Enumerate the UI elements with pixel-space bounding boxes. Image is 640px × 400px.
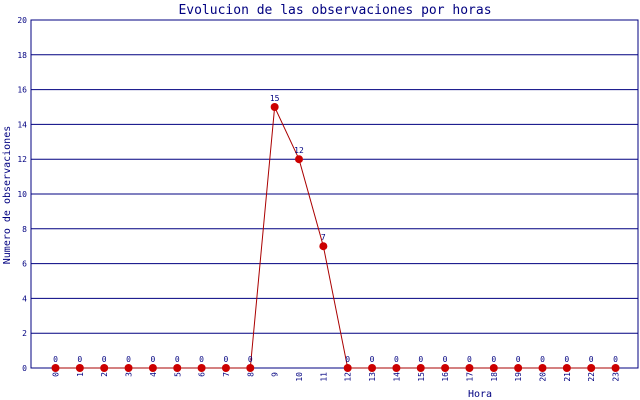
- data-point: [343, 364, 352, 372]
- x-tick-label: 0: [52, 372, 61, 377]
- data-point: [489, 364, 498, 372]
- data-label: 0: [540, 355, 545, 364]
- x-tick-label: 18: [490, 372, 499, 382]
- y-tick-label: 0: [22, 364, 27, 373]
- data-point: [587, 364, 596, 372]
- x-tick-label: 13: [368, 372, 377, 382]
- x-tick-label: 3: [125, 372, 134, 377]
- data-label: 0: [613, 355, 618, 364]
- data-label: 0: [150, 355, 155, 364]
- data-point: [538, 364, 547, 372]
- data-point: [270, 103, 279, 111]
- data-point: [319, 242, 328, 251]
- data-point: [611, 364, 620, 372]
- y-tick-label: 18: [17, 51, 27, 60]
- x-tick-label: 6: [198, 372, 207, 377]
- x-tick-label: 20: [539, 372, 548, 382]
- data-point: [75, 364, 84, 372]
- y-tick-label: 16: [17, 86, 27, 95]
- data-point: [416, 364, 425, 372]
- y-tick-label: 8: [22, 225, 27, 234]
- x-tick-label: 8: [246, 372, 255, 377]
- x-tick-label: 22: [587, 372, 596, 382]
- chart-title: Evolucion de las observaciones por horas: [178, 3, 491, 18]
- data-point: [392, 364, 401, 372]
- y-axis-ticks: 0 2 4 6 8 10 12 14 16 18 20: [17, 16, 27, 373]
- y-tick-label: 6: [22, 260, 27, 269]
- x-tick-label: 14: [392, 372, 401, 382]
- x-axis-ticks: 0 1 2 3 4 5 6 7 8 9 10 11 12 13 14 15 16 17 18 19 20 21 22 23: [52, 372, 621, 382]
- data-point: [441, 364, 450, 372]
- data-points: [51, 103, 620, 372]
- data-label: 0: [564, 355, 569, 364]
- y-tick-label: 20: [17, 16, 27, 25]
- data-labels: 0 0 0 0 0 0 0 0 0 15 12 7 0 0 0 0 0 0 0 0 0 0 0 0: [53, 94, 618, 364]
- data-point: [100, 364, 109, 372]
- x-tick-label: 7: [222, 372, 231, 377]
- data-point: [148, 364, 157, 372]
- data-point: [295, 155, 303, 164]
- data-label: 0: [77, 355, 82, 364]
- data-point: [124, 364, 133, 372]
- x-tick-label: 11: [319, 372, 328, 382]
- y-tick-label: 14: [17, 120, 27, 129]
- data-point: [173, 364, 182, 372]
- data-label: 0: [53, 355, 58, 364]
- x-tick-label: 12: [344, 372, 353, 382]
- x-tick-label: 5: [173, 372, 182, 377]
- series-polyline: [55, 105, 616, 369]
- x-tick-label: 9: [271, 372, 280, 377]
- data-label: 0: [224, 355, 229, 364]
- data-point: [514, 364, 523, 372]
- y-axis-label: Numero de observaciones: [2, 126, 13, 264]
- data-label: 0: [175, 355, 180, 364]
- data-label: 0: [467, 355, 472, 364]
- x-tick-label: 17: [465, 372, 474, 382]
- data-point: [51, 364, 60, 372]
- data-point: [465, 364, 474, 372]
- series-line: [55, 105, 616, 369]
- data-label: 0: [102, 355, 107, 364]
- data-point: [562, 364, 571, 372]
- data-label: 12: [294, 146, 304, 155]
- x-tick-label: 21: [563, 372, 572, 382]
- data-label: 0: [516, 355, 521, 364]
- data-point: [221, 364, 230, 372]
- x-tick-label: 16: [441, 372, 450, 382]
- y-tick-label: 12: [17, 155, 27, 164]
- y-tick-label: 2: [22, 329, 27, 338]
- x-tick-label: 23: [612, 372, 621, 382]
- data-point: [246, 364, 255, 372]
- x-axis-label: Hora: [468, 389, 492, 400]
- data-label: 0: [345, 355, 350, 364]
- data-label: 0: [418, 355, 423, 364]
- data-label: 15: [270, 94, 280, 103]
- data-label: 0: [370, 355, 375, 364]
- x-tick-label: 1: [76, 372, 85, 377]
- data-label: 0: [491, 355, 496, 364]
- x-tick-label: 10: [295, 372, 304, 382]
- grid-lines: [30, 19, 639, 369]
- x-tick-label: 19: [514, 372, 523, 382]
- data-label: 0: [443, 355, 448, 364]
- x-tick-label: 2: [100, 372, 109, 377]
- data-label: 0: [394, 355, 399, 364]
- y-tick-label: 4: [22, 294, 27, 303]
- x-tick-label: 15: [417, 372, 426, 382]
- data-label: 0: [248, 355, 253, 364]
- data-point: [368, 364, 377, 372]
- data-label: 0: [199, 355, 204, 364]
- data-label: 0: [589, 355, 594, 364]
- data-label: 7: [321, 233, 326, 242]
- x-tick-label: 4: [149, 372, 158, 377]
- data-point: [197, 364, 206, 372]
- y-tick-label: 10: [17, 190, 27, 199]
- data-label: 0: [126, 355, 131, 364]
